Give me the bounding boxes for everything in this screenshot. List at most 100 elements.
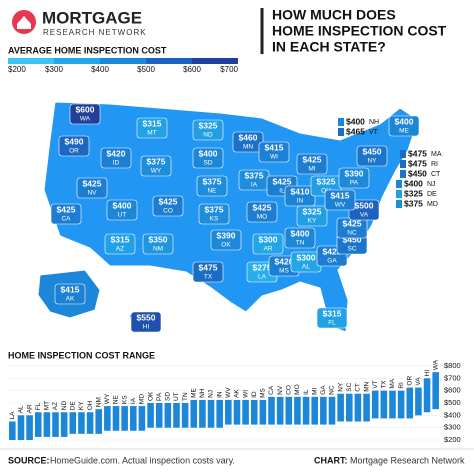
x-tick-label: WA	[432, 359, 439, 370]
state-abbr: VT	[369, 129, 379, 136]
state-value: $450	[343, 234, 362, 244]
state-value: $325	[199, 120, 218, 130]
state-value: $400	[404, 178, 423, 188]
logo-house	[17, 16, 31, 29]
range-bar	[320, 396, 327, 425]
range-bar	[190, 399, 198, 428]
state-abbr: CA	[61, 216, 71, 223]
state-abbr: ID	[113, 160, 120, 167]
state-abbr: MI	[308, 166, 315, 173]
state-tile	[192, 147, 224, 169]
state-tile	[140, 155, 172, 177]
state-value: $415	[61, 284, 80, 294]
title-line: HOW MUCH DOES	[272, 7, 396, 23]
state-tile	[258, 141, 290, 163]
state-value: $410	[291, 186, 310, 196]
x-tick-label: MA	[389, 378, 396, 388]
x-tick-label: MD	[139, 394, 146, 404]
range-bar	[259, 399, 267, 425]
state-value: $350	[149, 234, 168, 244]
x-tick-label: KY	[78, 401, 85, 410]
range-bar	[268, 396, 275, 425]
state-tile	[356, 145, 388, 167]
state-abbr: WA	[80, 116, 91, 123]
range-bar	[354, 393, 362, 422]
state-value: $315	[143, 118, 162, 128]
state-value: $400	[199, 148, 218, 158]
x-tick-label: MS	[260, 388, 267, 398]
state-value: $400	[113, 200, 132, 210]
x-tick-label: AK	[234, 389, 241, 398]
range-bar	[121, 406, 128, 431]
range-bar	[397, 390, 405, 419]
brand: MORTGAGE	[42, 8, 142, 27]
x-tick-label: AR	[26, 404, 33, 413]
state-value: $400	[346, 116, 365, 126]
x-tick-label: OK	[147, 391, 154, 401]
state-abbr: CT	[431, 171, 441, 178]
state-value: $425	[83, 178, 102, 188]
state-abbr: NJ	[427, 181, 436, 188]
state-value: $275	[253, 262, 272, 272]
range-bar	[328, 396, 336, 425]
y-tick-label: $200	[444, 435, 461, 444]
state-abbr: NE	[207, 188, 217, 195]
state-value: $415	[265, 142, 284, 152]
x-tick-label: TX	[381, 380, 388, 389]
state-value: $465	[346, 126, 365, 136]
range-bar	[406, 387, 414, 419]
range-bar	[389, 390, 396, 419]
state-tile	[142, 233, 174, 255]
x-tick-label: VA	[415, 377, 422, 386]
state-value: $375	[203, 176, 222, 186]
range-bar	[112, 406, 120, 431]
state-tile	[130, 311, 162, 333]
legend-swatch	[192, 58, 238, 64]
state-tile	[196, 175, 228, 197]
state-tile	[192, 261, 224, 283]
range-bar	[415, 387, 422, 416]
range-title: HOME INSPECTION COST RANGE	[8, 350, 155, 360]
legend-swatch	[100, 58, 146, 64]
x-tick-label: ND	[61, 401, 68, 411]
source-label: SOURCE:	[8, 455, 50, 465]
state-abbr: AZ	[116, 246, 124, 253]
range-bar	[302, 396, 310, 425]
state-tile	[198, 203, 230, 225]
state-value: $550	[137, 312, 156, 322]
state-tile	[50, 203, 82, 225]
range-bar	[138, 406, 146, 431]
legend-tick-label: $400	[91, 65, 109, 74]
state-tile	[338, 118, 344, 126]
state-value: $475	[408, 148, 427, 158]
state-value: $425	[253, 202, 272, 212]
y-tick-label: $600	[444, 386, 461, 395]
range-bar	[155, 403, 163, 428]
range-bar	[9, 421, 16, 440]
range-bar	[199, 399, 206, 428]
range-bar	[432, 372, 439, 410]
state-value: $375	[404, 198, 423, 208]
state-abbr: NH	[369, 119, 379, 126]
state-tile	[100, 147, 132, 169]
range-bar	[371, 390, 379, 419]
state-value: $400	[395, 116, 414, 126]
state-abbr: AL	[302, 264, 310, 271]
state-value: $300	[259, 234, 278, 244]
state-abbr: MO	[257, 214, 267, 221]
y-tick-label: $800	[444, 361, 461, 370]
x-tick-label: WY	[104, 393, 111, 404]
state-value: $300	[297, 252, 316, 262]
range-bar	[294, 396, 301, 425]
range-bar	[129, 406, 137, 431]
x-tick-label: IL	[303, 389, 310, 395]
state-tile	[296, 205, 328, 227]
legend-swatch	[8, 58, 54, 64]
state-abbr: OK	[221, 242, 231, 249]
state-tile	[210, 229, 242, 251]
state-tile	[54, 283, 86, 305]
x-tick-label: NH	[199, 388, 206, 398]
state-tile	[324, 189, 356, 211]
state-tile	[246, 201, 278, 223]
